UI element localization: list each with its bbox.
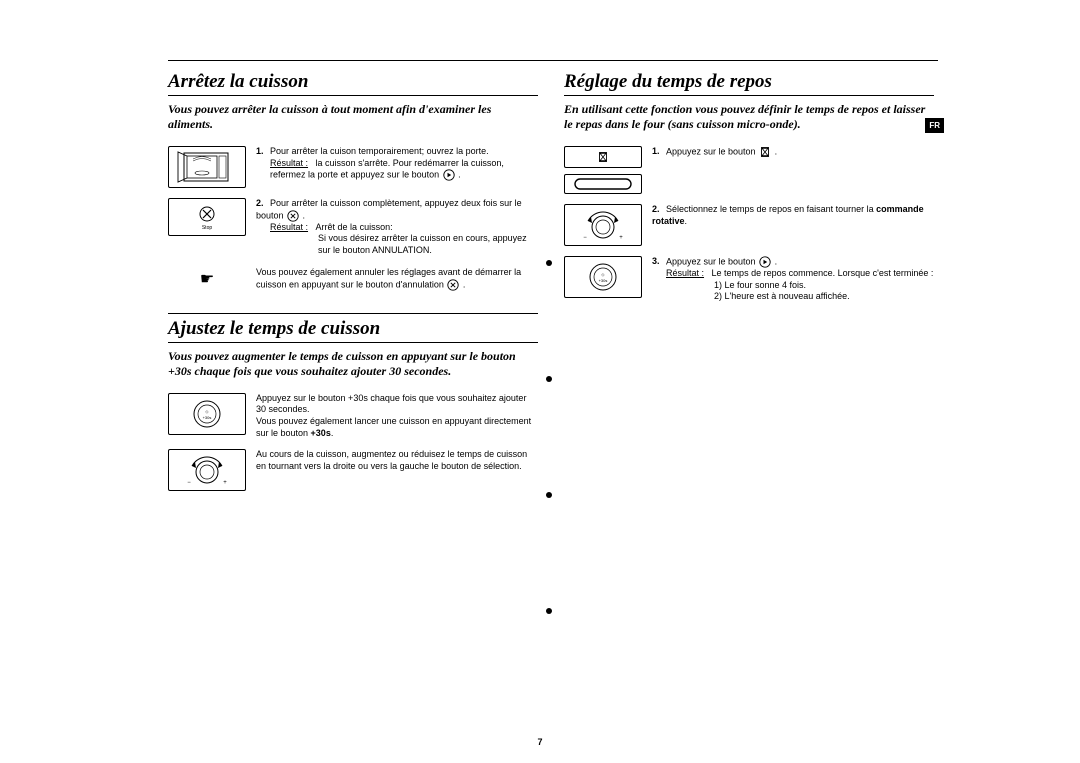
step-text: Sélectionnez le temps de repos en faisan… xyxy=(666,204,876,214)
step-1: 1.Pour arrêter la cuison temporairement;… xyxy=(168,146,538,188)
section-stop-cooking: Arrêtez la cuisson Vous pouvez arrêter l… xyxy=(168,71,538,291)
step-text: Appuyez sur le bouton +30s chaque fois q… xyxy=(256,393,526,415)
result-label: Résultat : xyxy=(270,158,308,168)
step-2: Stop 2.Pour arrêter la cuisson complètem… xyxy=(168,198,538,257)
svg-text:+30s: +30s xyxy=(203,415,212,420)
rule xyxy=(168,313,538,314)
section-intro: Vous pouvez augmenter le temps de cuisso… xyxy=(168,349,538,379)
result-label: Résultat : xyxy=(666,268,704,278)
step-body: Appuyez sur le bouton +30s chaque fois q… xyxy=(246,393,538,440)
right-column: Réglage du temps de repos En utilisant c… xyxy=(564,67,934,501)
language-tab: FR xyxy=(925,118,944,133)
svg-text:−: − xyxy=(187,480,191,486)
step-text: Au cours de la cuisson, augmentez ou réd… xyxy=(256,449,527,471)
note-text: Vous pouvez également annuler les réglag… xyxy=(256,267,521,289)
step-number: 2. xyxy=(652,204,666,216)
svg-text:+30s: +30s xyxy=(599,278,608,283)
section-intro: En utilisant cette fonction vous pouvez … xyxy=(564,102,934,132)
stop-icon xyxy=(287,210,299,222)
result-label: Résultat : xyxy=(270,222,308,232)
step-number: 3. xyxy=(652,256,666,268)
result-text-2: Si vous désirez arrêter la cuisson en co… xyxy=(270,233,538,256)
step-1: ◇ +30s Appuyez sur le bouton +30s chaque… xyxy=(168,393,538,440)
section-intro: Vous pouvez arrêter la cuisson à tout mo… xyxy=(168,102,538,132)
illustration-plus30s-button: ◇ +30s xyxy=(168,393,246,435)
start-icon xyxy=(443,169,455,181)
svg-text:◇: ◇ xyxy=(601,272,605,277)
illustration-rotary-dial: − + xyxy=(168,449,246,491)
rule xyxy=(168,95,538,96)
step-text-2: Vous pouvez également lancer une cuisson… xyxy=(256,416,531,438)
illustration-stop-button: Stop xyxy=(168,198,246,236)
step-number: 2. xyxy=(256,198,270,210)
left-column: Arrêtez la cuisson Vous pouvez arrêter l… xyxy=(168,67,538,501)
step-number: 1. xyxy=(652,146,666,158)
page-number: 7 xyxy=(537,737,542,747)
manual-page: FR Arrêtez la cuisson Vous pouvez arrête… xyxy=(168,60,938,501)
steps: 1.Pour arrêter la cuison temporairement;… xyxy=(168,146,538,291)
step-number: 1. xyxy=(256,146,270,158)
step-text: Pour arrêter la cuison temporairement; o… xyxy=(270,146,489,156)
step-body: 1.Appuyez sur le bouton . xyxy=(642,146,934,158)
section-title: Réglage du temps de repos xyxy=(564,71,934,93)
section-title: Arrêtez la cuisson xyxy=(168,71,538,93)
result-text: Le temps de repos commence. Lorsque c'es… xyxy=(712,268,934,278)
hole-dot xyxy=(546,376,552,382)
steps: ◇ +30s Appuyez sur le bouton +30s chaque… xyxy=(168,393,538,492)
hole-dot xyxy=(546,492,552,498)
bold-plus30s: +30s xyxy=(311,428,331,438)
illustration-microwave-open xyxy=(168,146,246,188)
hole-dot xyxy=(546,260,552,266)
illustration-start-dial: ◇ +30s xyxy=(564,256,642,298)
note-pointer-icon: ☛ xyxy=(168,267,246,289)
illustration-hourglass-icon xyxy=(564,146,642,168)
svg-text:Stop: Stop xyxy=(202,225,213,231)
binder-holes xyxy=(546,260,552,614)
section-adjust-time: Ajustez le temps de cuisson Vous pouvez … xyxy=(168,313,538,492)
result-list-2: 2) L'heure est à nouveau affichée. xyxy=(666,291,934,303)
step-1: 1.Appuyez sur le bouton . xyxy=(564,146,934,194)
hole-dot xyxy=(546,608,552,614)
two-columns: Arrêtez la cuisson Vous pouvez arrêter l… xyxy=(168,67,938,501)
top-rule xyxy=(168,60,938,61)
section-rest-time: Réglage du temps de repos En utilisant c… xyxy=(564,71,934,303)
start-icon xyxy=(759,256,771,268)
svg-text:+: + xyxy=(619,235,623,241)
section-title: Ajustez le temps de cuisson xyxy=(168,318,538,340)
step-body: Au cours de la cuisson, augmentez ou réd… xyxy=(246,449,538,472)
rule xyxy=(564,95,934,96)
svg-text:◇: ◇ xyxy=(205,409,209,414)
step-2: − + 2.Sélectionnez le temps de repos en … xyxy=(564,204,934,246)
step-text: Appuyez sur le bouton xyxy=(666,256,758,266)
step-body: 2.Pour arrêter la cuisson complètement, … xyxy=(246,198,538,257)
note-body: Vous pouvez également annuler les réglag… xyxy=(246,267,538,291)
step-body: 1.Pour arrêter la cuison temporairement;… xyxy=(246,146,538,181)
step-body: 2.Sélectionnez le temps de repos en fais… xyxy=(642,204,934,227)
svg-text:+: + xyxy=(223,480,227,486)
rule xyxy=(168,342,538,343)
step-text: Appuyez sur le bouton xyxy=(666,146,758,156)
svg-text:−: − xyxy=(583,235,587,241)
step-3: ◇ +30s 3.Appuyez sur le bouton . Résulta… xyxy=(564,256,934,303)
steps: 1.Appuyez sur le bouton . xyxy=(564,146,934,303)
result-text: Arrêt de la cuisson: xyxy=(316,222,393,232)
hourglass-icon xyxy=(759,146,771,158)
period: . xyxy=(685,216,688,226)
step-2: − + Au cours de la cuisson, augmentez ou… xyxy=(168,449,538,491)
step-body: 3.Appuyez sur le bouton . Résultat : Le … xyxy=(642,256,934,303)
illustration-rotary-dial: − + xyxy=(564,204,642,246)
period: . xyxy=(331,428,334,438)
note: ☛ Vous pouvez également annuler les régl… xyxy=(168,267,538,291)
illustration-display-bar xyxy=(564,174,642,194)
result-list-1: 1) Le four sonne 4 fois. xyxy=(666,280,934,292)
stop-icon xyxy=(447,279,459,291)
